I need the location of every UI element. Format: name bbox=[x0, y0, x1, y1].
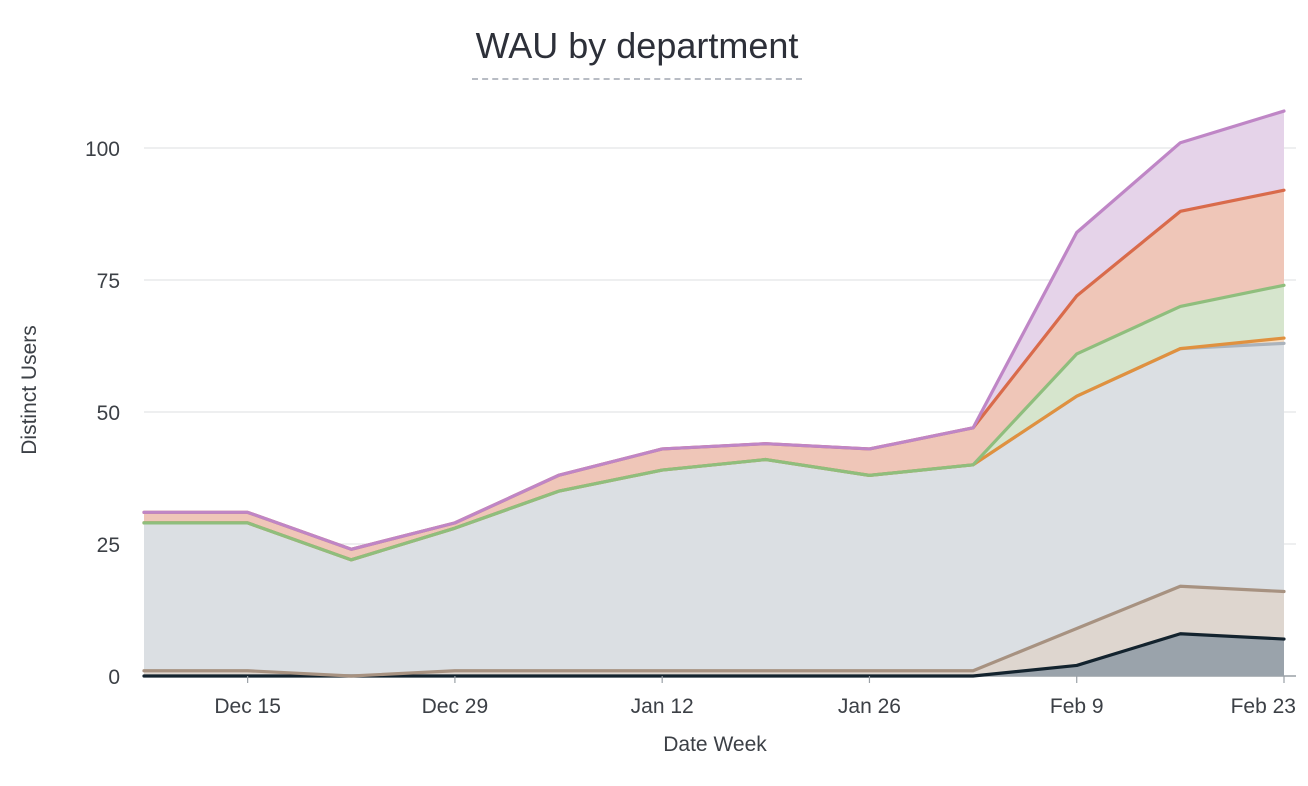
y-axis-ticks: 0 25 50 75 100 bbox=[85, 138, 120, 689]
y-axis-title: Distinct Users bbox=[18, 325, 41, 455]
x-tick-label: Feb 23 bbox=[1231, 695, 1296, 718]
y-tick-label: 50 bbox=[97, 402, 120, 425]
y-tick-label: 75 bbox=[97, 270, 120, 293]
x-tick-label: Jan 26 bbox=[838, 695, 901, 718]
series-lines bbox=[142, 109, 1286, 678]
area-taupe bbox=[144, 586, 1284, 676]
chart-title: WAU by department bbox=[472, 22, 802, 80]
line-taupe bbox=[142, 584, 1286, 678]
line-purple bbox=[142, 109, 1286, 551]
x-tick-label: Dec 29 bbox=[422, 695, 489, 718]
x-axis-ticks: Dec 15 Dec 29 Jan 12 Jan 26 Feb 9 Feb 23 bbox=[214, 676, 1296, 718]
x-axis-title: Date Week bbox=[663, 733, 767, 756]
y-tick-label: 100 bbox=[85, 138, 120, 161]
y-tick-label: 0 bbox=[108, 666, 120, 689]
area-gray bbox=[144, 343, 1284, 676]
x-tick-label: Feb 9 bbox=[1050, 695, 1104, 718]
x-tick-label: Dec 15 bbox=[214, 695, 281, 718]
y-tick-label: 25 bbox=[97, 534, 120, 557]
line-green bbox=[142, 283, 1286, 562]
stacked-areas bbox=[144, 111, 1284, 676]
x-tick-label: Jan 12 bbox=[631, 695, 694, 718]
area-purple bbox=[144, 111, 1284, 550]
